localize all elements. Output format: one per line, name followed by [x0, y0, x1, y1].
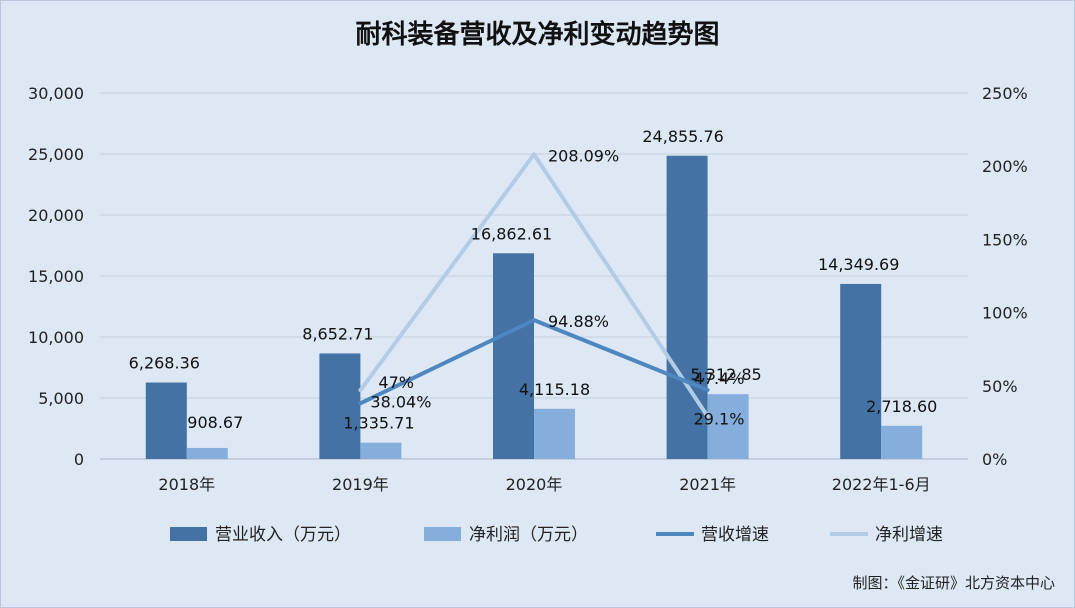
bar-data-label: 16,862.61	[471, 224, 552, 243]
x-tick-label: 2020年	[506, 475, 563, 494]
line-data-label: 29.1%	[694, 409, 745, 428]
y-left-tick-label: 0	[74, 450, 84, 469]
y-left-tick-label: 5,000	[38, 389, 84, 408]
x-tick-label: 2018年	[158, 475, 215, 494]
y-right-tick-label: 100%	[982, 304, 1028, 323]
legend-label: 净利增速	[875, 525, 943, 545]
chart-title: 耐科装备营收及净利变动趋势图	[355, 20, 720, 50]
line-data-label: 47.4%	[694, 369, 745, 388]
bar-data-label: 6,268.36	[129, 354, 200, 373]
y-left-tick-label: 20,000	[28, 206, 84, 225]
y-right-tick-label: 150%	[982, 230, 1028, 249]
legend-label: 营收增速	[701, 525, 769, 545]
y-right-tick-label: 250%	[982, 84, 1028, 103]
x-tick-label: 2021年	[679, 475, 736, 494]
y-right-tick-label: 50%	[982, 377, 1018, 396]
bar-revenue	[145, 382, 187, 459]
source-note: 制图：《金证研》北方资本中心	[852, 574, 1055, 592]
legend-label: 净利润（万元）	[469, 525, 588, 545]
bar-data-label: 1,335.71	[343, 414, 414, 433]
bar-profit	[707, 394, 749, 459]
y-left-tick-label: 30,000	[28, 84, 84, 103]
y-left-tick-label: 15,000	[28, 267, 84, 286]
legend-swatch	[424, 527, 461, 541]
bar-data-label: 908.67	[187, 413, 243, 432]
legend-swatch	[170, 527, 207, 541]
bar-data-label: 8,652.71	[302, 324, 373, 343]
line-data-label: 94.88%	[548, 312, 609, 331]
line-data-label: 208.09%	[548, 146, 619, 165]
bar-revenue	[840, 283, 882, 459]
bar-profit	[360, 442, 402, 459]
bar-data-label: 4,115.18	[519, 380, 590, 399]
legend-label: 营业收入（万元）	[215, 525, 351, 545]
line-data-label: 47%	[378, 373, 414, 392]
x-tick-label: 2019年	[332, 475, 389, 494]
bar-data-label: 14,349.69	[818, 255, 899, 274]
y-left-tick-label: 10,000	[28, 328, 84, 347]
x-tick-label: 2022年1-6月	[832, 475, 931, 494]
bar-revenue	[319, 353, 361, 459]
bar-profit	[186, 447, 228, 459]
line-data-label: 38.04%	[370, 392, 431, 411]
bar-data-label: 5,312.85	[690, 365, 761, 384]
bar-data-label: 2,718.60	[866, 397, 937, 416]
y-left-tick-label: 25,000	[28, 145, 84, 164]
y-right-tick-label: 0%	[982, 450, 1007, 469]
bar-data-label: 24,855.76	[642, 127, 723, 146]
bar-profit	[534, 408, 575, 459]
series-line-profit-growth	[358, 152, 710, 419]
bar-revenue	[493, 253, 534, 459]
series-line-revenue-growth	[358, 318, 710, 406]
bar-profit	[881, 425, 923, 459]
y-right-tick-label: 200%	[982, 157, 1028, 176]
